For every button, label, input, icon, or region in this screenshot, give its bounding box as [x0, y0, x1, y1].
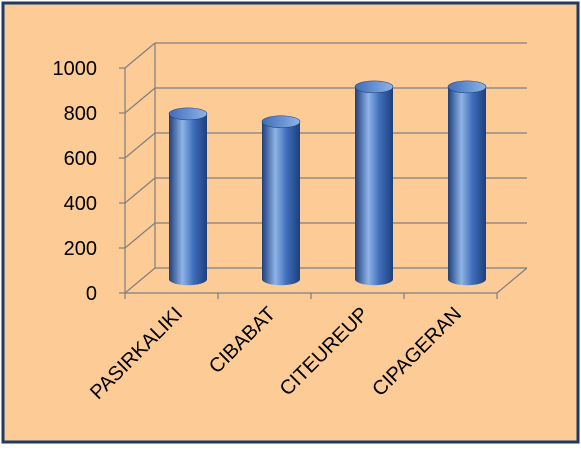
- y-tick-label: 200: [64, 238, 97, 260]
- y-tick-label: 0: [86, 283, 97, 305]
- y-tick-label: 600: [64, 148, 97, 170]
- y-tick-label: 800: [64, 103, 97, 125]
- y-tick-label: 1000: [53, 58, 98, 80]
- bar: [354, 80, 394, 286]
- bar: [261, 115, 301, 286]
- gridline: [119, 42, 527, 69]
- floor-edge: [496, 267, 528, 294]
- bar: [447, 80, 487, 286]
- y-tick-label: 400: [64, 193, 97, 215]
- bar: [168, 107, 208, 286]
